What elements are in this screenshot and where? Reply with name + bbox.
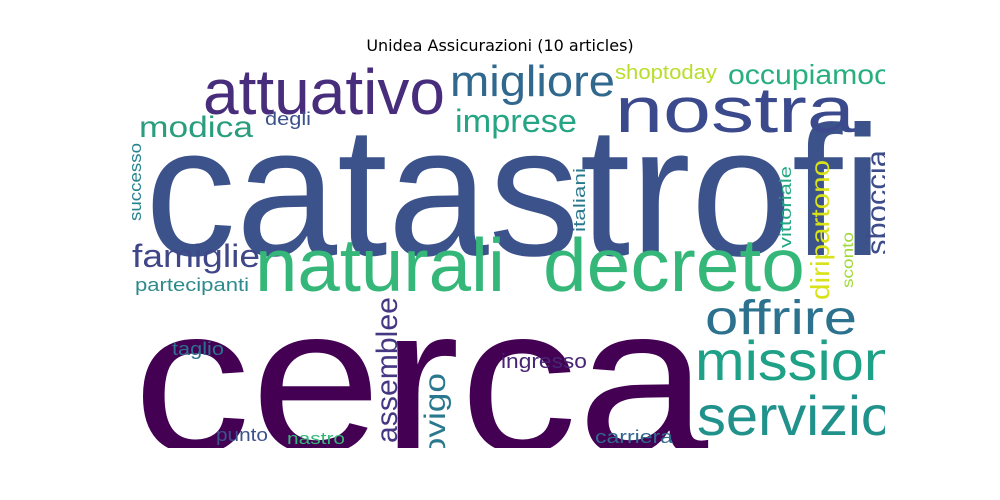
word-diripartono: diripartono: [805, 159, 835, 300]
word-partecipanti: partecipanti: [135, 275, 250, 295]
word-rovigo: rovigo: [419, 372, 452, 448]
word-assemblee: assemblee: [371, 297, 404, 443]
word-carriera: carriera: [595, 427, 673, 447]
word-degli: degli: [265, 109, 312, 129]
word-occupiamoci: occupiamoci: [728, 60, 885, 90]
word-modica: modica: [139, 111, 254, 144]
word-cerca: cerca: [133, 262, 709, 449]
word-italiani: italiani: [570, 167, 589, 232]
word-catastrofi: catastrofi: [145, 89, 883, 295]
word-decreto: decreto: [543, 223, 805, 307]
word-mission: mission: [695, 329, 885, 392]
word-famiglie: famiglie: [132, 238, 261, 274]
word-servizio: servizio: [697, 384, 885, 447]
word-sconto: sconto: [840, 231, 857, 288]
chart-title: Unidea Assicurazioni (10 articles): [366, 36, 634, 55]
word-imprese: imprese: [455, 103, 578, 139]
word-taglio: taglio: [172, 339, 224, 359]
word-successo: successo: [126, 142, 145, 221]
word-nastro: nastro: [287, 429, 346, 448]
word-naturali: naturali: [255, 223, 505, 307]
word-sboccia: sboccia: [861, 150, 885, 255]
word-migliore: migliore: [450, 60, 615, 106]
word-ingresso: ingresso: [501, 351, 587, 373]
word-offrire: offrire: [705, 292, 858, 345]
wordcloud-area: cerca catastrofi naturali decreto attuativo n…: [125, 60, 885, 448]
word-punto: punto: [216, 425, 268, 445]
word-attuativo: attuativo: [203, 60, 445, 128]
word-nostra: nostra: [615, 74, 855, 146]
word-vittoriale: vittoriale: [776, 166, 795, 248]
word-shoptoday: shoptoday: [615, 62, 717, 84]
